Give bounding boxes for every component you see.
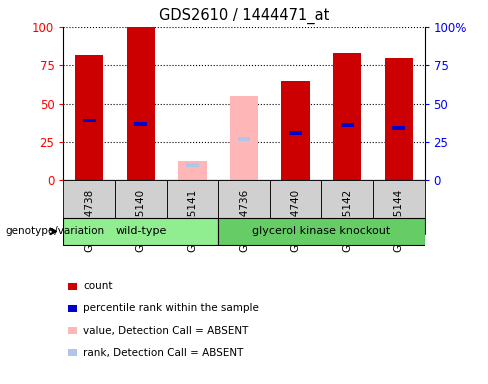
Title: GDS2610 / 1444471_at: GDS2610 / 1444471_at [159,8,329,24]
Bar [83,119,96,122]
Bar [166,180,218,234]
Bar [127,27,155,180]
Bar [115,180,166,234]
Bar [392,126,405,130]
Text: GSM105142: GSM105142 [342,189,352,252]
Text: GSM104738: GSM104738 [84,189,94,252]
Text: rank, Detection Call = ABSENT: rank, Detection Call = ABSENT [83,348,244,358]
Bar [282,81,310,180]
Bar [178,161,206,180]
Bar [218,217,425,245]
Text: GSM105144: GSM105144 [394,189,404,252]
Bar [289,131,302,135]
Bar [134,122,147,126]
Bar [385,58,413,180]
Text: GSM105141: GSM105141 [187,189,198,252]
Bar [75,55,103,180]
Bar [238,137,250,141]
Text: glycerol kinase knockout: glycerol kinase knockout [252,226,390,237]
Bar [270,180,322,234]
Bar [186,163,199,167]
Bar [63,217,218,245]
Text: wild-type: wild-type [115,226,166,237]
Text: count: count [83,281,112,291]
Bar [230,96,258,180]
Bar [373,180,425,234]
Bar [63,180,115,234]
Bar [341,123,354,127]
Text: GSM105140: GSM105140 [136,189,146,252]
Text: genotype/variation: genotype/variation [5,226,104,237]
Bar [218,180,270,234]
Text: value, Detection Call = ABSENT: value, Detection Call = ABSENT [83,326,248,336]
Bar [322,180,373,234]
Text: GSM104740: GSM104740 [290,189,301,252]
Text: percentile rank within the sample: percentile rank within the sample [83,303,259,313]
Bar [333,53,362,180]
Text: GSM104736: GSM104736 [239,189,249,252]
